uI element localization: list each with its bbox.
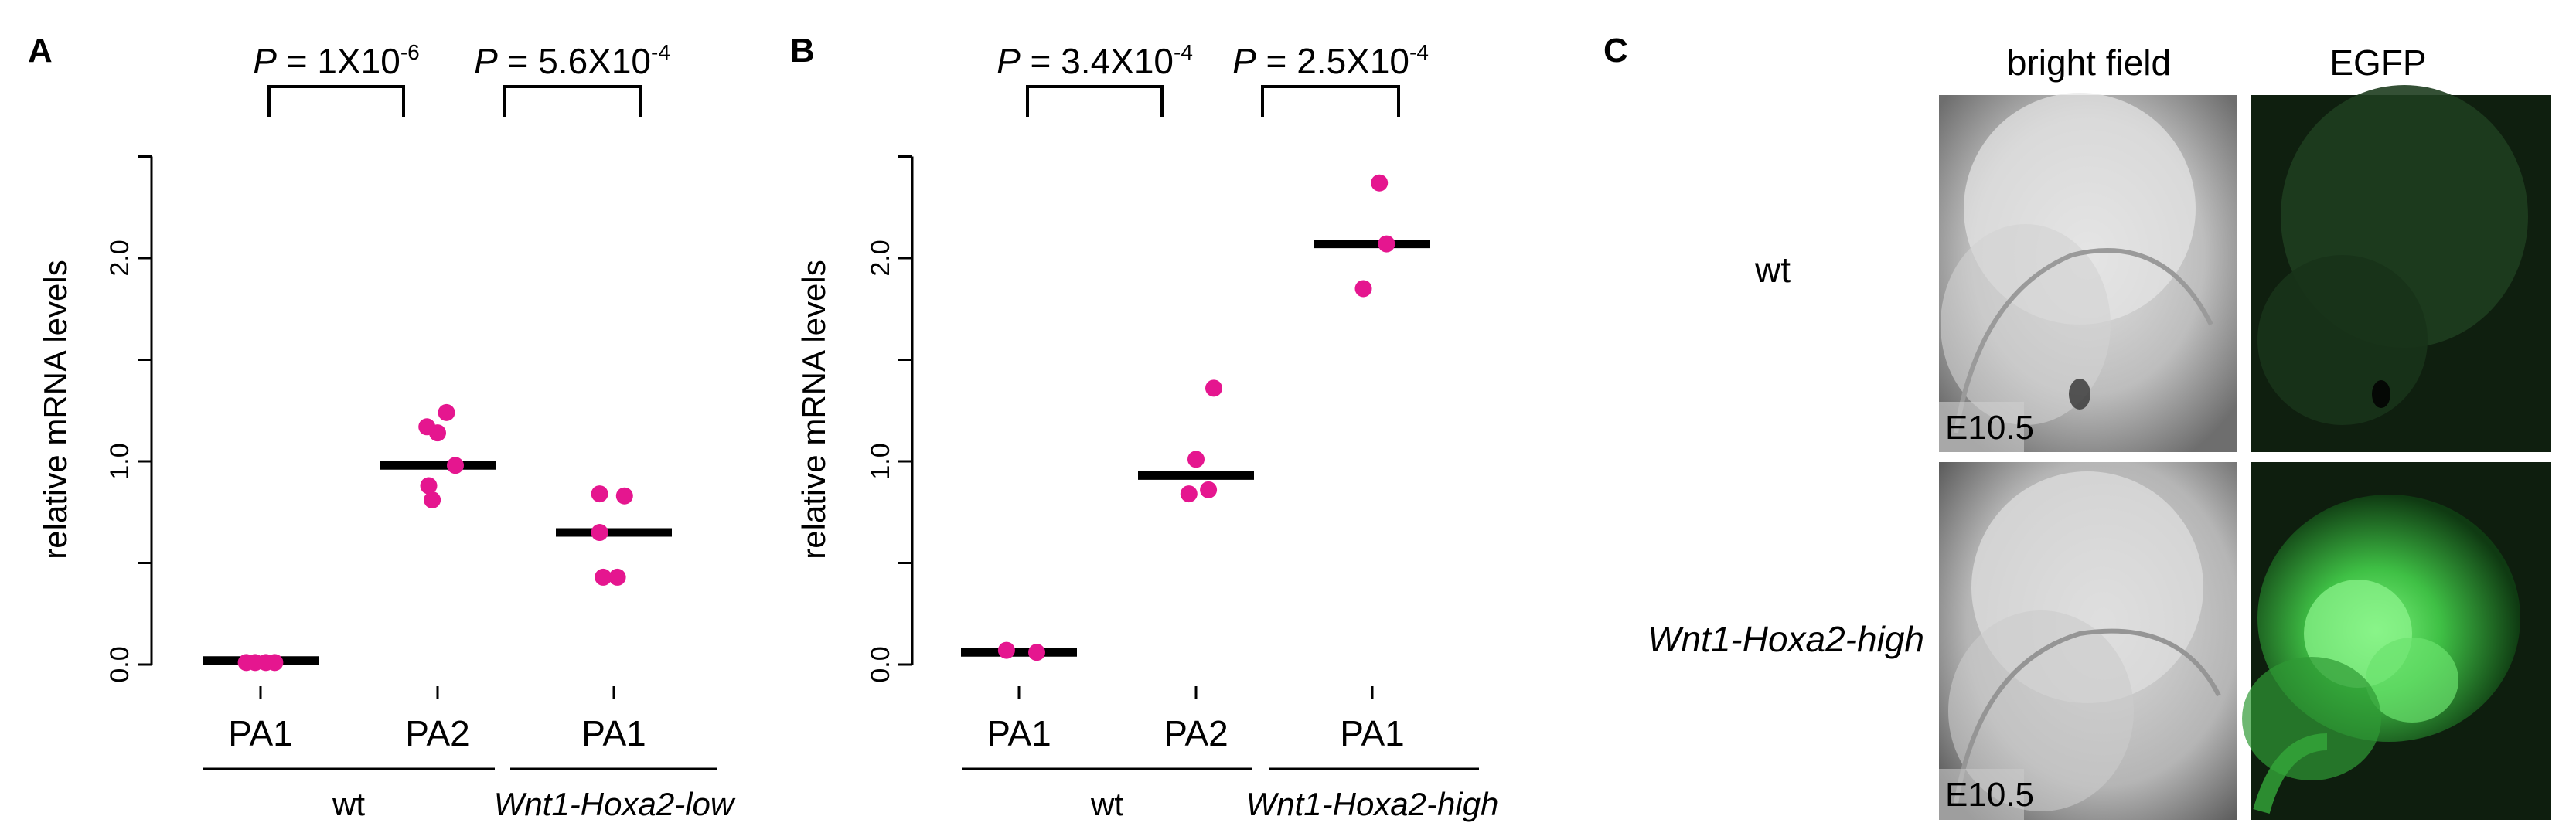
data-point: [997, 641, 1015, 659]
data-point: [615, 487, 633, 505]
data-point: [1205, 379, 1222, 397]
panel-letter-c: C: [1603, 32, 1628, 70]
y-axis-title: relative mRNA levels: [796, 260, 832, 559]
data-point: [591, 524, 608, 542]
p-value-label: P = 2.5X10-4: [1232, 40, 1429, 81]
x-category-label: PA1: [1340, 713, 1405, 753]
group-label: wt: [332, 786, 365, 822]
y-tick-label: 1.0: [105, 443, 135, 479]
column-header-bright-field: bright field: [2007, 43, 2171, 83]
panel-letter-a: A: [28, 32, 53, 70]
significance-bracket: [1026, 85, 1164, 117]
data-point: [1378, 235, 1395, 253]
stage-label-wt: E10.5: [1945, 409, 2034, 447]
p-value-label: P = 5.6X10-4: [474, 40, 670, 81]
x-category-label: PA1: [986, 713, 1051, 753]
data-point: [1180, 485, 1198, 503]
significance-bracket: [1261, 85, 1400, 117]
data-point: [1354, 280, 1372, 298]
image-wt-egfp: [2251, 85, 2551, 452]
x-category-label: PA1: [581, 713, 646, 753]
p-value-label: P = 1X10-6: [253, 40, 419, 81]
y-tick-label: 2.0: [866, 240, 895, 276]
data-point: [595, 568, 612, 586]
row-header-wnt1-hoxa2-high: Wnt1-Hoxa2-high: [1647, 619, 1924, 659]
image-wt-bright-field: E10.5: [1939, 93, 2237, 452]
data-point: [608, 568, 626, 586]
column-header-egfp: EGFP: [2329, 43, 2426, 83]
group-label: Wnt1-Hoxa2-low: [494, 786, 736, 822]
y-tick-label: 1.0: [866, 443, 895, 479]
y-tick-label: 0.0: [866, 646, 895, 682]
significance-bracket: [267, 85, 405, 117]
data-point: [438, 403, 455, 421]
group-label: Wnt1-Hoxa2-high: [1246, 786, 1499, 822]
y-tick-label: 0.0: [105, 646, 135, 682]
panel-letter-b: B: [790, 32, 815, 70]
chart-b: 0.0 1.0 2.0 relative mRNA levels PA1 PA2 PA1 wt…: [796, 40, 1498, 822]
p-value-label: P = 3.4X10-4: [997, 40, 1193, 81]
image-wnt1-hoxa2-high-egfp: [2242, 462, 2551, 820]
data-point: [1187, 451, 1205, 468]
data-point: [591, 485, 608, 503]
data-point: [429, 424, 446, 442]
data-point: [447, 457, 464, 474]
x-category-label: PA2: [1164, 713, 1228, 753]
data-point: [1028, 644, 1045, 661]
data-point: [420, 477, 438, 495]
y-axis-title: relative mRNA levels: [37, 260, 73, 559]
image-wnt1-hoxa2-high-bright-field: E10.5: [1939, 462, 2237, 820]
data-point: [1371, 174, 1389, 192]
x-category-label: PA1: [228, 713, 293, 753]
chart-a: 0.0 1.0 2.0 relative mRNA levels PA1 PA2 PA1 wt…: [37, 40, 736, 822]
x-category-label: PA2: [405, 713, 470, 753]
y-tick-label: 2.0: [105, 240, 135, 276]
group-label: wt: [1090, 786, 1123, 822]
data-point: [266, 654, 284, 672]
stage-label-wnt1-hoxa2-high: E10.5: [1945, 776, 2034, 814]
data-point: [1200, 481, 1218, 498]
significance-bracket: [503, 85, 642, 117]
data-point: [424, 491, 441, 508]
row-header-wt: wt: [1754, 250, 1791, 290]
